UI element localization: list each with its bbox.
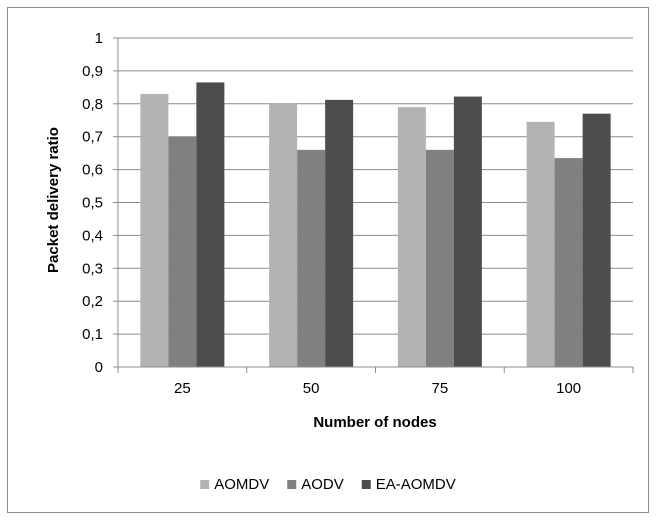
axes: [113, 37, 634, 373]
y-tick-label: 0,5: [82, 195, 103, 212]
legend-swatch-ea-aomdv: [361, 480, 371, 489]
bar-ea-aomdv-100: [582, 113, 611, 367]
y-tick-label: 0,7: [82, 129, 103, 146]
legend-label-ea-aomdv: EA-AOMDV: [376, 476, 456, 493]
y-tick-label: 0,4: [82, 227, 103, 244]
bars: [140, 82, 611, 368]
legend-swatch-aodv: [287, 480, 297, 489]
y-tick-label: 0,1: [82, 326, 103, 343]
x-tick-label: 100: [556, 380, 581, 397]
legend-label-aomdv: AOMDV: [214, 476, 269, 493]
y-axis-title: Packet delivery ratio: [45, 127, 62, 273]
x-tick-labels: 25 50 75 100: [174, 380, 581, 397]
y-tick-label: 0,3: [82, 260, 103, 277]
bar-aodv-50: [297, 149, 326, 367]
legend: AOMDV AODV EA-AOMDV: [200, 476, 456, 493]
y-tick-label: 0: [95, 359, 103, 376]
y-tick-label: 1: [95, 30, 103, 47]
bar-ea-aomdv-75: [453, 96, 482, 367]
bar-aomdv-75: [397, 107, 426, 367]
bar-ea-aomdv-50: [325, 99, 354, 368]
bar-aodv-25: [168, 136, 197, 367]
x-tick-label: 50: [303, 380, 320, 397]
bar-aomdv-100: [526, 121, 555, 368]
y-tick-label: 0,9: [82, 63, 103, 80]
bar-aomdv-25: [140, 93, 169, 368]
bar-aodv-100: [554, 158, 583, 367]
legend-label-aodv: AODV: [301, 476, 344, 493]
x-tick-label: 25: [174, 380, 191, 397]
x-tick-label: 75: [432, 380, 449, 397]
x-axis-title: Number of nodes: [313, 414, 436, 431]
y-tick-label: 0,2: [82, 293, 103, 310]
bar-ea-aomdv-25: [196, 82, 225, 367]
y-tick-label: 0,8: [82, 96, 103, 113]
bar-aodv-75: [425, 149, 454, 367]
y-tick-labels: 0 0,1 0,2 0,3 0,4 0,5 0,6 0,7 0,8 0,9 1: [82, 30, 103, 376]
y-tick-label: 0,6: [82, 162, 103, 179]
legend-swatch-aomdv: [200, 480, 210, 489]
bar-aomdv-50: [269, 103, 298, 368]
